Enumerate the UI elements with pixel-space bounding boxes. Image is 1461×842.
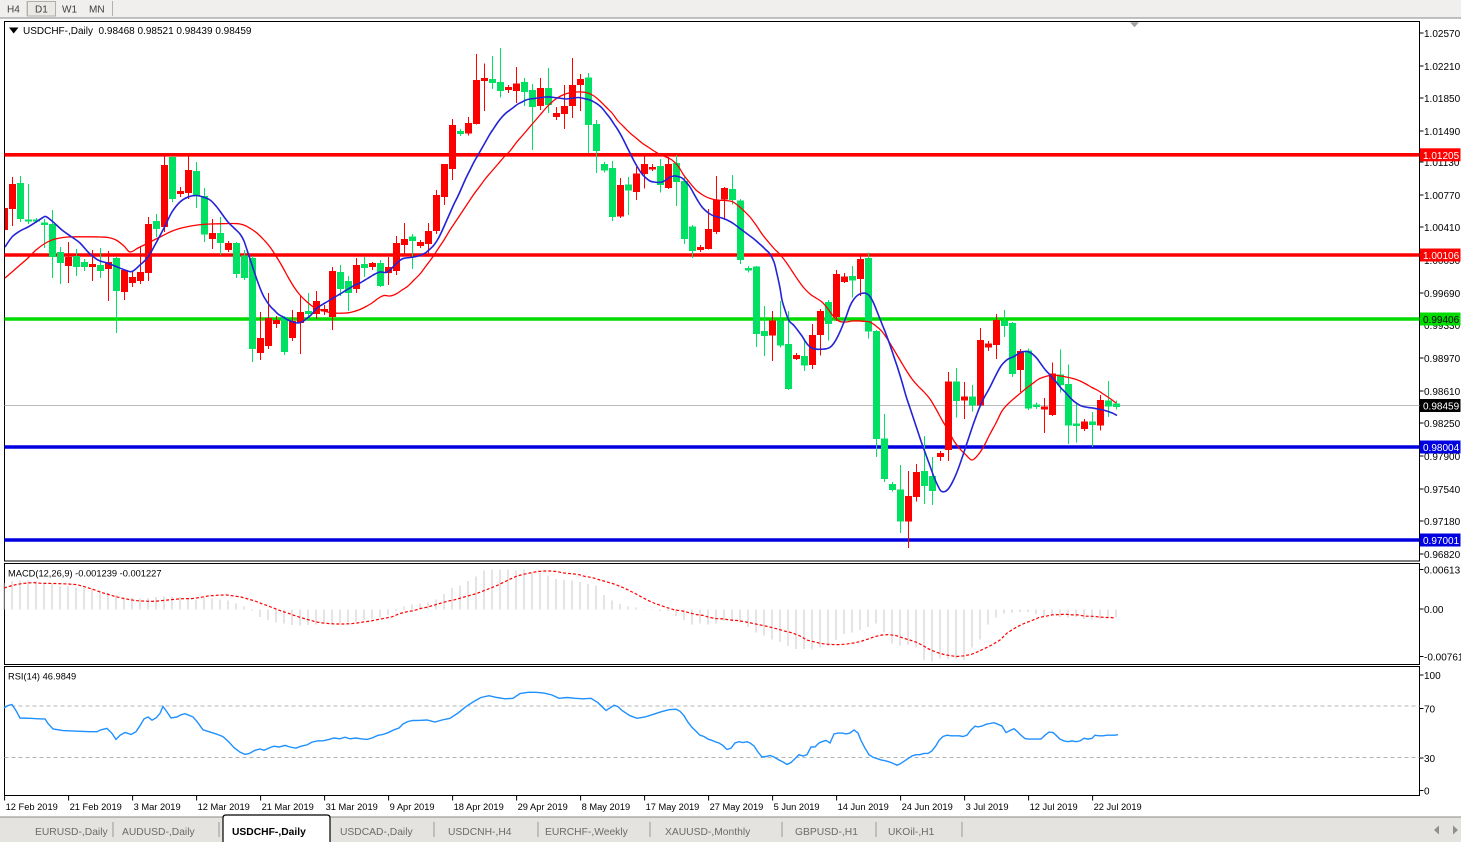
svg-text:24 Jun 2019: 24 Jun 2019 bbox=[902, 802, 953, 812]
svg-text:GBPUSD-,H1: GBPUSD-,H1 bbox=[795, 827, 858, 838]
svg-text:0.98004: 0.98004 bbox=[1423, 443, 1460, 454]
svg-text:EURUSD-,Daily: EURUSD-,Daily bbox=[35, 827, 109, 838]
svg-text:0.99406: 0.99406 bbox=[1423, 315, 1460, 326]
svg-text:0.98250: 0.98250 bbox=[1424, 419, 1461, 430]
svg-text:3 Jul 2019: 3 Jul 2019 bbox=[966, 802, 1009, 812]
svg-text:0.99330: 0.99330 bbox=[1424, 321, 1461, 332]
svg-text:USDCHF-,Daily 0.98468 0.98521: USDCHF-,Daily 0.98468 0.98521 0.98439 0.… bbox=[23, 26, 252, 37]
svg-text:0.98459: 0.98459 bbox=[1423, 402, 1460, 413]
svg-text:14 Jun 2019: 14 Jun 2019 bbox=[838, 802, 889, 812]
svg-text:0.00613: 0.00613 bbox=[1424, 566, 1461, 577]
svg-text:1.02570: 1.02570 bbox=[1424, 29, 1461, 40]
svg-text:MACD(12,26,9) -0.001239 -0.001: MACD(12,26,9) -0.001239 -0.001227 bbox=[8, 569, 162, 579]
svg-text:H4: H4 bbox=[7, 5, 20, 16]
svg-text:-0.0076125: -0.0076125 bbox=[1424, 653, 1461, 664]
svg-text:12 Mar 2019: 12 Mar 2019 bbox=[198, 802, 250, 812]
svg-text:1.01205: 1.01205 bbox=[1423, 151, 1460, 162]
svg-text:5 Jun 2019: 5 Jun 2019 bbox=[774, 802, 820, 812]
svg-text:1.00106: 1.00106 bbox=[1423, 251, 1460, 262]
svg-text:USDCHF-,Daily: USDCHF-,Daily bbox=[232, 827, 306, 838]
svg-text:3 Mar 2019: 3 Mar 2019 bbox=[134, 802, 181, 812]
svg-text:29 Apr 2019: 29 Apr 2019 bbox=[518, 802, 568, 812]
svg-text:9 Apr 2019: 9 Apr 2019 bbox=[390, 802, 435, 812]
svg-text:1.00770: 1.00770 bbox=[1424, 191, 1461, 202]
svg-text:100: 100 bbox=[1424, 671, 1441, 682]
svg-text:D1: D1 bbox=[35, 5, 48, 16]
svg-text:AUDUSD-,Daily: AUDUSD-,Daily bbox=[122, 827, 196, 838]
svg-text:0: 0 bbox=[1424, 787, 1430, 798]
svg-text:22 Jul 2019: 22 Jul 2019 bbox=[1094, 802, 1142, 812]
svg-text:RSI(14) 46.9849: RSI(14) 46.9849 bbox=[8, 672, 76, 682]
svg-text:0.97180: 0.97180 bbox=[1424, 517, 1461, 528]
svg-text:30: 30 bbox=[1424, 754, 1436, 765]
svg-text:0.98970: 0.98970 bbox=[1424, 354, 1461, 365]
svg-text:27 May 2019: 27 May 2019 bbox=[710, 802, 764, 812]
svg-text:18 Apr 2019: 18 Apr 2019 bbox=[454, 802, 504, 812]
svg-text:21 Feb 2019: 21 Feb 2019 bbox=[70, 802, 122, 812]
svg-text:0.97900: 0.97900 bbox=[1424, 452, 1461, 463]
svg-text:1.01130: 1.01130 bbox=[1424, 158, 1460, 169]
svg-text:0.99690: 0.99690 bbox=[1424, 289, 1461, 300]
svg-text:0.96820: 0.96820 bbox=[1424, 550, 1461, 561]
svg-text:UKOil-,H1: UKOil-,H1 bbox=[888, 827, 935, 838]
svg-text:12 Feb 2019: 12 Feb 2019 bbox=[6, 802, 58, 812]
svg-text:USDCAD-,Daily: USDCAD-,Daily bbox=[340, 827, 414, 838]
svg-text:1.01490: 1.01490 bbox=[1424, 127, 1461, 138]
svg-text:8 May 2019: 8 May 2019 bbox=[582, 802, 631, 812]
svg-text:70: 70 bbox=[1424, 705, 1436, 716]
svg-text:0.97001: 0.97001 bbox=[1423, 536, 1460, 547]
svg-text:0.97540: 0.97540 bbox=[1424, 485, 1461, 496]
svg-text:0.00: 0.00 bbox=[1424, 605, 1444, 616]
svg-text:21 Mar 2019: 21 Mar 2019 bbox=[262, 802, 314, 812]
svg-text:17 May 2019: 17 May 2019 bbox=[646, 802, 700, 812]
svg-text:EURCHF-,Weekly: EURCHF-,Weekly bbox=[545, 827, 629, 838]
svg-text:1.00410: 1.00410 bbox=[1424, 223, 1461, 234]
svg-text:MN: MN bbox=[89, 5, 105, 16]
svg-text:1.01850: 1.01850 bbox=[1424, 94, 1461, 105]
svg-text:USDCNH-,H4: USDCNH-,H4 bbox=[448, 827, 512, 838]
svg-text:W1: W1 bbox=[62, 5, 77, 16]
svg-text:0.98610: 0.98610 bbox=[1424, 387, 1461, 398]
svg-text:XAUUSD-,Monthly: XAUUSD-,Monthly bbox=[665, 827, 751, 838]
svg-text:1.02210: 1.02210 bbox=[1424, 62, 1461, 73]
svg-text:12 Jul 2019: 12 Jul 2019 bbox=[1030, 802, 1078, 812]
svg-text:31 Mar 2019: 31 Mar 2019 bbox=[326, 802, 378, 812]
